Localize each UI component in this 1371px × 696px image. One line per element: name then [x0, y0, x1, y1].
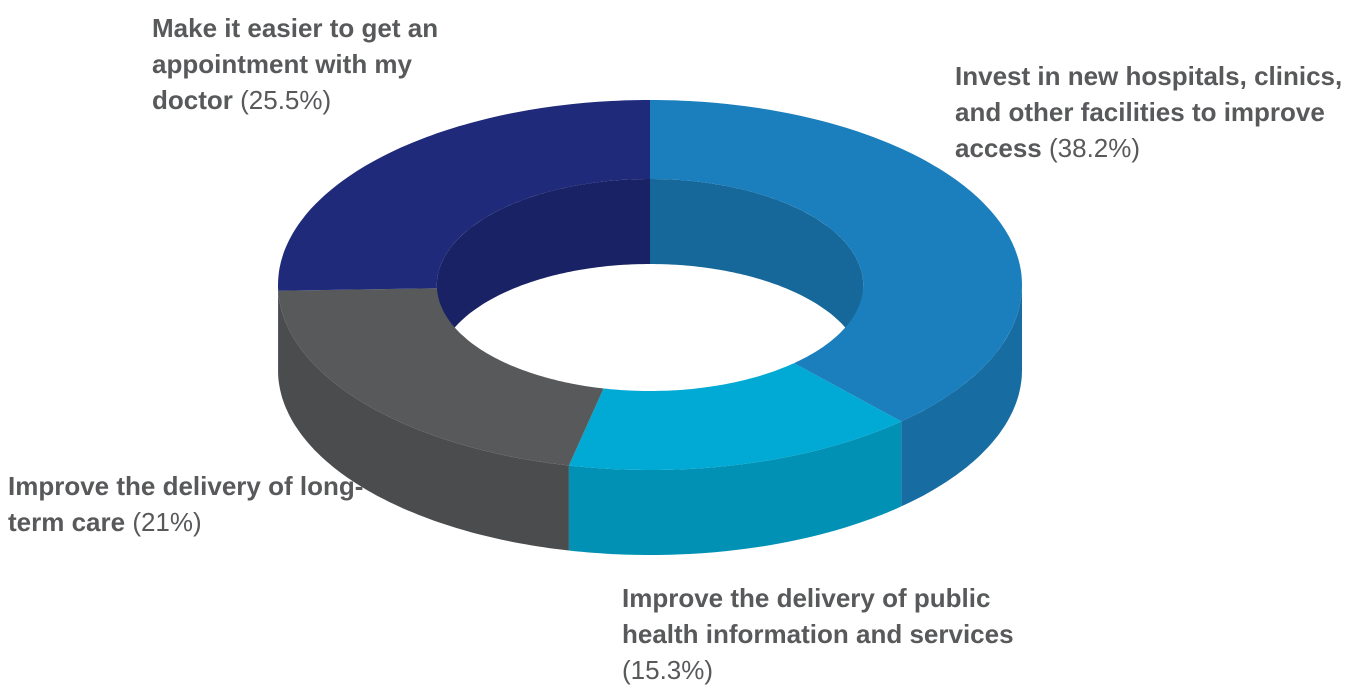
slice-inner-side: [436, 179, 650, 370]
slice-label: Invest in new hospitals, clinics, and ot…: [955, 58, 1371, 166]
category-label: Improve the delivery of long-term care: [8, 471, 364, 537]
slice-side: [568, 421, 902, 555]
slice-inner-side: [650, 179, 864, 370]
slice: [568, 363, 902, 470]
value-label: (15.3%): [622, 655, 714, 685]
value-label: (21%): [132, 507, 202, 537]
slice: [650, 100, 1022, 422]
slice-side: [278, 290, 569, 551]
slice-side: [901, 285, 1022, 507]
slice-label: Make it easier to get an appointment wit…: [152, 10, 482, 118]
category-label: Improve the delivery of public health in…: [622, 583, 1014, 649]
slice: [278, 100, 650, 291]
value-label: (38.2%): [1049, 133, 1141, 163]
slice-label: Improve the delivery of public health in…: [622, 580, 1022, 688]
category-label: Invest in new hospitals, clinics, and ot…: [955, 61, 1343, 163]
category-label: Make it easier to get an appointment wit…: [152, 13, 439, 115]
value-label: (25.5%): [240, 85, 332, 115]
slice: [278, 288, 604, 466]
slice-label: Improve the delivery of long-term care (…: [8, 468, 388, 540]
